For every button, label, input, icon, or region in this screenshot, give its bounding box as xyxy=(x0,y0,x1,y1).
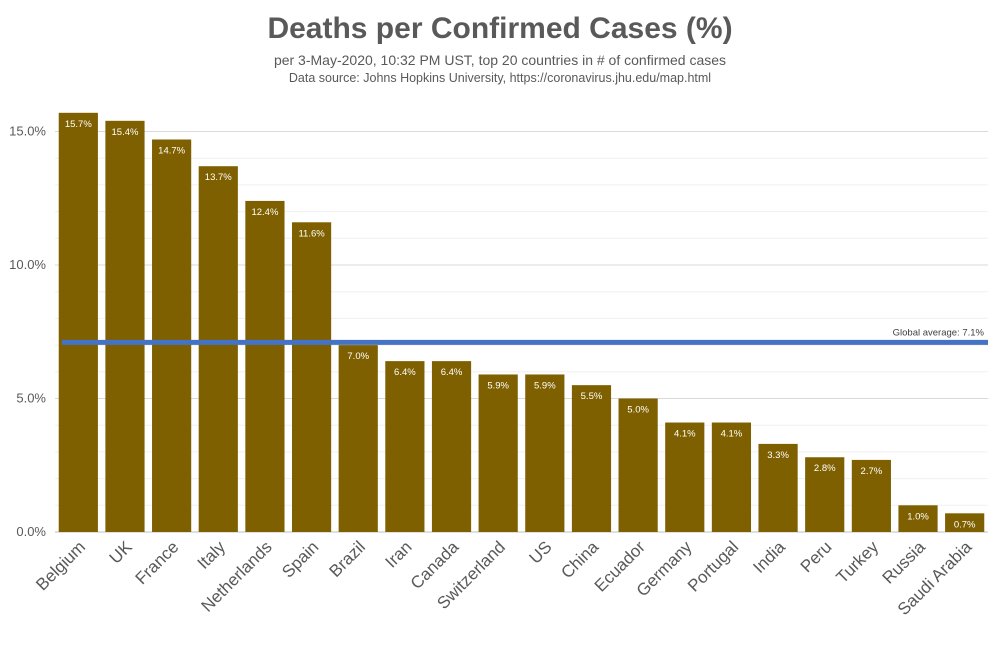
y-tick-label: 0.0% xyxy=(16,524,46,539)
data-label: 0.7% xyxy=(954,519,976,530)
bar-uk xyxy=(105,120,145,532)
data-label: 7.0% xyxy=(347,351,369,362)
x-tick-label: China xyxy=(557,537,602,582)
bar-saudi-arabia xyxy=(945,513,985,532)
data-label: 12.4% xyxy=(251,207,278,218)
bars xyxy=(58,112,985,533)
x-tick-label: Portugal xyxy=(684,537,742,595)
x-tick-label: US xyxy=(526,537,556,567)
data-label: 6.4% xyxy=(394,367,416,378)
global-average-label: Global average: 7.1% xyxy=(893,327,985,338)
data-labels: 15.7% 15.4% 14.7% 13.7% 12.4% 11.6% 7.0% 6.4% 6.… xyxy=(65,119,976,531)
x-tick-label: India xyxy=(749,537,789,577)
x-tick-label: Brazil xyxy=(326,537,369,580)
reference-line: Global average: 7.1% xyxy=(62,327,988,345)
data-label: 4.1% xyxy=(674,429,696,440)
bar-brazil xyxy=(338,345,378,532)
data-label: 11.6% xyxy=(298,228,325,239)
data-label: 2.8% xyxy=(814,463,836,474)
bar-russia xyxy=(898,505,938,532)
data-label: 5.9% xyxy=(487,380,509,391)
bar-belgium xyxy=(58,112,98,532)
y-tick-label: 10.0% xyxy=(9,257,46,272)
chart-subtitle: per 3-May-2020, 10:32 PM UST, top 20 cou… xyxy=(273,52,727,68)
chart-source: Data source: Johns Hopkins University, h… xyxy=(288,71,712,85)
bar-germany xyxy=(665,422,705,532)
x-tick-label: Belgium xyxy=(32,537,89,594)
x-tick-label: Italy xyxy=(194,537,230,573)
x-tick-label: Turkey xyxy=(832,537,882,587)
bar-us xyxy=(525,374,565,532)
chart-title: Deaths per Confirmed Cases (%) xyxy=(267,12,733,45)
bar-netherlands xyxy=(245,200,285,533)
y-tick-label: 15.0% xyxy=(9,124,46,139)
data-label: 15.4% xyxy=(112,127,139,138)
y-axis: 0.0% 5.0% 10.0% 15.0% xyxy=(9,124,46,540)
data-label: 5.9% xyxy=(534,380,556,391)
data-label: 5.0% xyxy=(627,405,649,416)
x-tick-label: France xyxy=(132,537,183,588)
data-label: 5.5% xyxy=(581,391,603,402)
bar-switzerland xyxy=(478,374,518,532)
x-tick-label: UK xyxy=(106,537,137,568)
data-label: 1.0% xyxy=(907,511,929,522)
x-tick-label: Iran xyxy=(382,537,416,571)
bar-canada xyxy=(431,361,472,532)
x-tick-label: Peru xyxy=(797,537,836,576)
y-tick-label: 5.0% xyxy=(16,391,46,406)
data-label: 13.7% xyxy=(205,172,232,183)
data-label: 3.3% xyxy=(767,450,789,461)
bar-turkey xyxy=(851,459,891,532)
data-label: 6.4% xyxy=(441,367,463,378)
bar-india xyxy=(758,443,798,532)
data-label: 2.7% xyxy=(861,466,883,477)
data-label: 4.1% xyxy=(721,429,743,440)
bar-spain xyxy=(291,222,332,532)
bar-france xyxy=(152,139,192,532)
bar-china xyxy=(571,385,612,532)
bar-portugal xyxy=(711,422,752,532)
data-label: 15.7% xyxy=(65,119,92,130)
x-tick-label: Spain xyxy=(278,537,322,581)
bar-italy xyxy=(198,166,238,532)
grid-lines xyxy=(55,131,988,533)
data-label: 14.7% xyxy=(158,146,185,157)
bar-iran xyxy=(385,361,425,532)
bar-ecuador xyxy=(618,398,658,532)
bar-peru xyxy=(805,457,845,532)
